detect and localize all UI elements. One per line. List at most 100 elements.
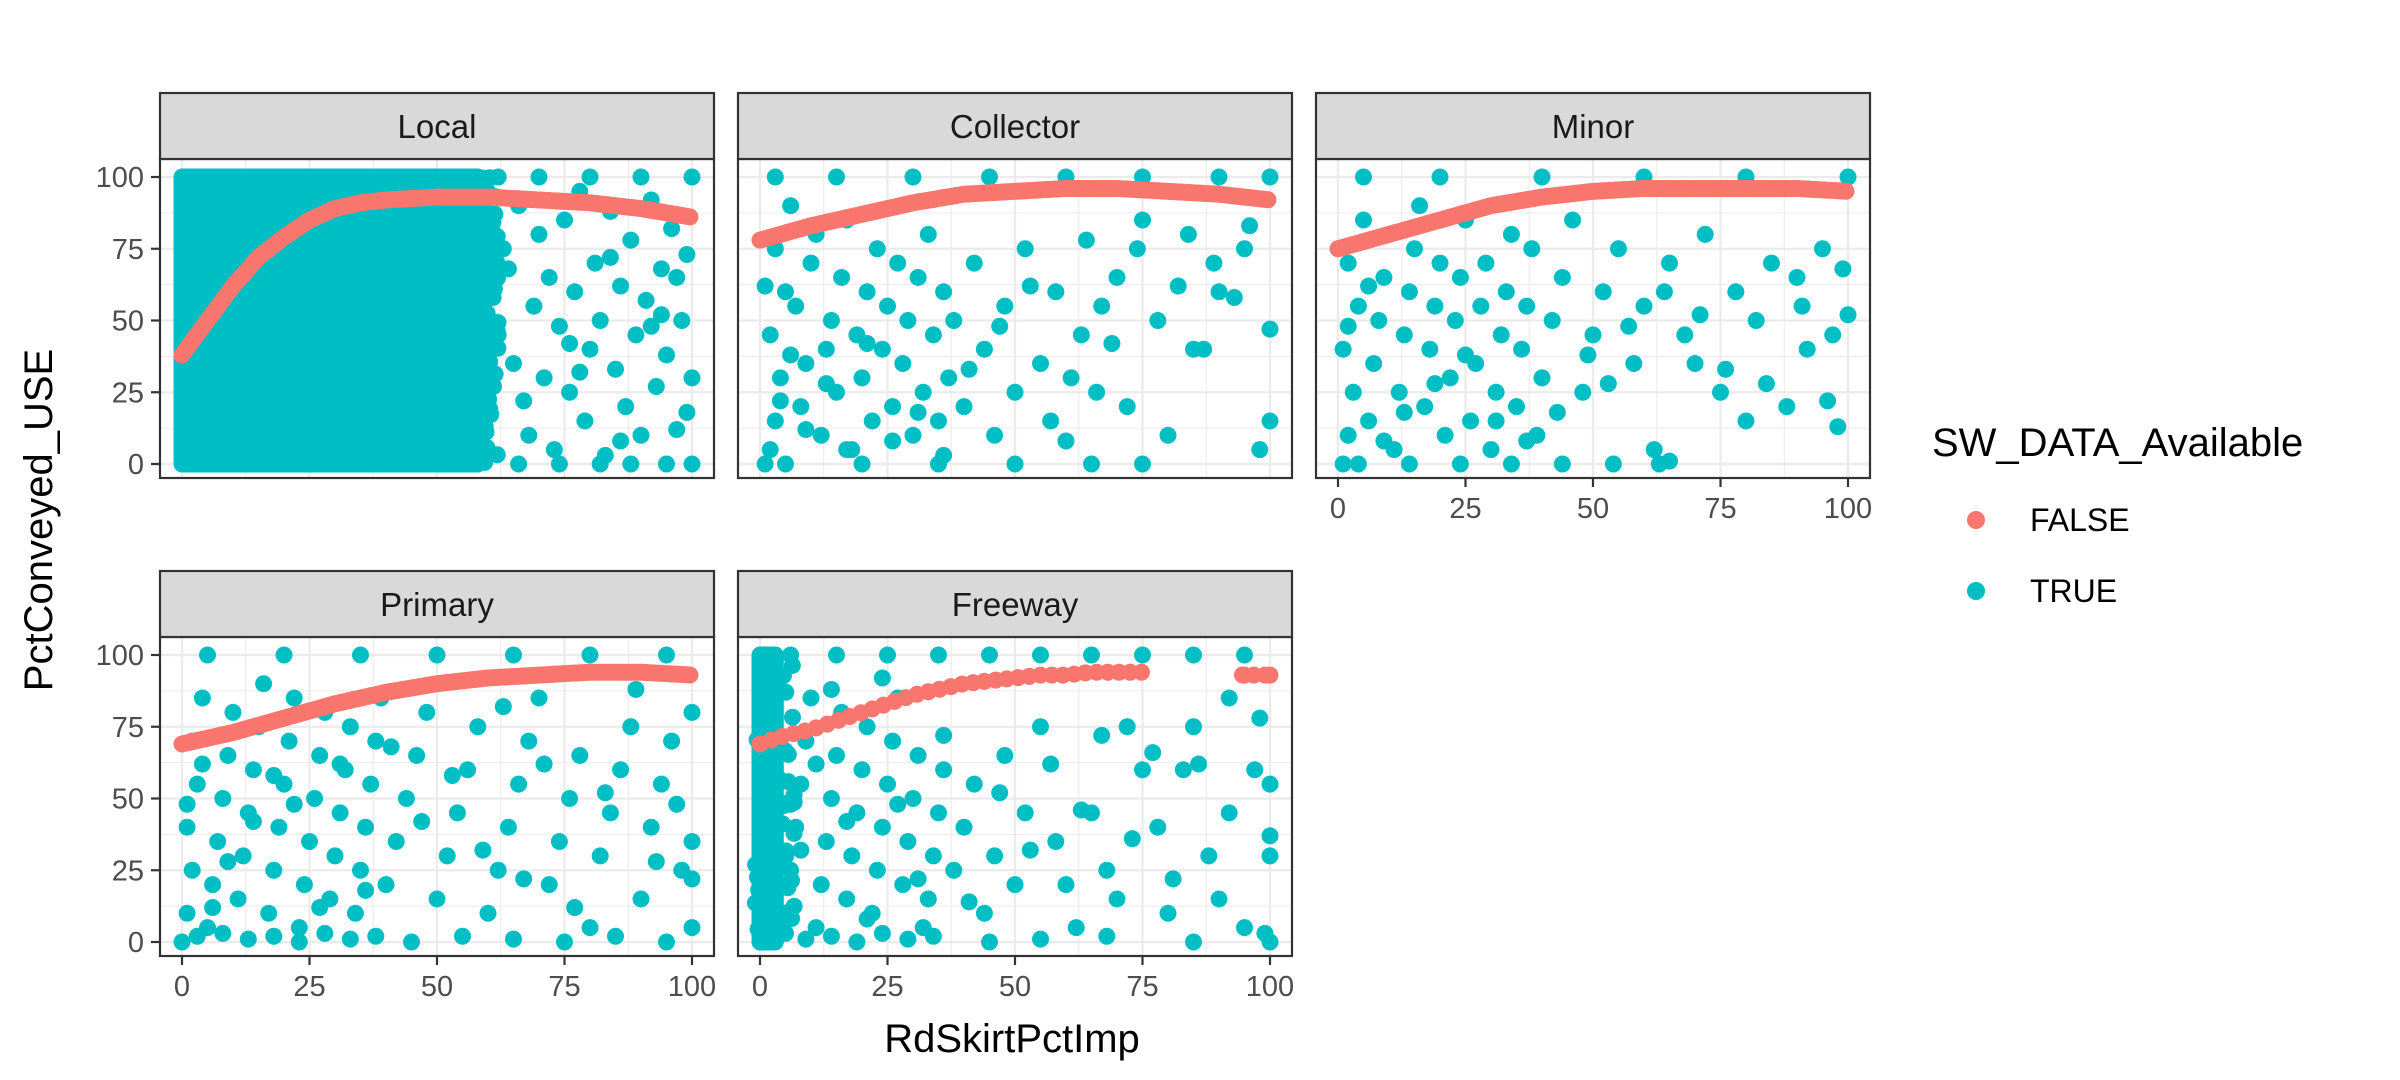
true-point (357, 818, 375, 836)
true-point (214, 790, 232, 807)
true-point (525, 297, 543, 315)
true-point (1200, 847, 1218, 865)
y-tick-label: 50 (112, 784, 144, 816)
facet-strip-label: Freeway (952, 586, 1079, 623)
true-point (1763, 254, 1780, 272)
true-point (475, 379, 493, 397)
true-point (1477, 254, 1495, 272)
true-point (782, 861, 800, 879)
true-point (945, 312, 963, 329)
true-point (955, 398, 973, 416)
true-point (535, 369, 553, 387)
true-point (397, 790, 415, 807)
true-point (632, 890, 650, 908)
true-point (1098, 927, 1116, 945)
true-point (752, 695, 770, 713)
true-point (1261, 168, 1279, 186)
true-point (981, 646, 998, 664)
true-point (1210, 890, 1228, 908)
true-point (1400, 455, 1418, 473)
true-point (919, 890, 937, 908)
x-tick-label: 25 (871, 971, 903, 1003)
false-point (1837, 182, 1855, 200)
true-point (566, 899, 584, 917)
true-point (1134, 211, 1151, 229)
true-point (1824, 326, 1842, 344)
true-point (617, 398, 635, 416)
true-point (632, 426, 650, 444)
true-point (873, 340, 891, 358)
true-point (596, 784, 614, 802)
true-point (1426, 375, 1444, 393)
true-point (341, 930, 359, 948)
true-point (1604, 455, 1622, 473)
true-point (853, 761, 871, 779)
true-point (556, 933, 573, 951)
true-point (777, 842, 795, 860)
true-point (965, 254, 983, 272)
true-point (807, 755, 825, 773)
true-point (1016, 804, 1034, 822)
true-point (678, 245, 696, 263)
true-point (1416, 398, 1434, 416)
true-point (188, 775, 206, 793)
true-point (1788, 268, 1806, 286)
true-point (1717, 360, 1735, 378)
true-point (1696, 225, 1714, 243)
true-point (1661, 254, 1678, 272)
true-point (658, 646, 675, 664)
true-point (673, 312, 691, 329)
true-point (1134, 646, 1151, 664)
true-point (1021, 277, 1039, 295)
true-point (1594, 283, 1612, 301)
true-point (802, 689, 820, 707)
true-point (520, 426, 538, 444)
facet-panel: Collector (736, 91, 1294, 480)
true-point (1042, 412, 1060, 430)
true-point (234, 847, 252, 865)
true-point (783, 708, 801, 726)
true-point (873, 924, 891, 942)
true-point (777, 283, 794, 301)
false-point (1259, 191, 1277, 209)
facet-strip (736, 91, 1294, 161)
true-point (581, 340, 599, 358)
true-point (899, 833, 917, 851)
facet-strip-label: Primary (380, 586, 494, 623)
true-point (591, 455, 609, 473)
true-point (1032, 930, 1049, 948)
true-point (1574, 383, 1592, 401)
true-point (884, 432, 902, 450)
x-tick-label: 0 (1330, 493, 1346, 525)
true-point (1492, 326, 1510, 344)
true-point (909, 403, 927, 421)
true-point (607, 360, 624, 378)
true-point (1548, 403, 1566, 421)
true-point (1261, 827, 1279, 845)
true-point (1108, 268, 1126, 286)
true-point (1042, 755, 1060, 773)
true-point (413, 812, 431, 830)
true-point (792, 398, 810, 416)
true-point (909, 268, 927, 286)
true-point (204, 876, 222, 894)
true-point (1047, 283, 1065, 301)
true-point (260, 904, 278, 922)
true-point (647, 378, 665, 396)
true-point (782, 646, 800, 664)
true-point (479, 904, 497, 922)
true-point (1236, 919, 1253, 937)
true-point (774, 667, 792, 685)
true-point (377, 876, 395, 894)
true-point (627, 326, 645, 344)
true-point (935, 283, 953, 301)
true-point (453, 174, 471, 192)
true-point (387, 833, 405, 851)
true-point (848, 933, 866, 951)
true-point (601, 804, 619, 822)
true-point (1487, 412, 1505, 430)
true-point (1431, 254, 1449, 272)
true-point (658, 933, 675, 951)
true-point (1518, 297, 1536, 315)
